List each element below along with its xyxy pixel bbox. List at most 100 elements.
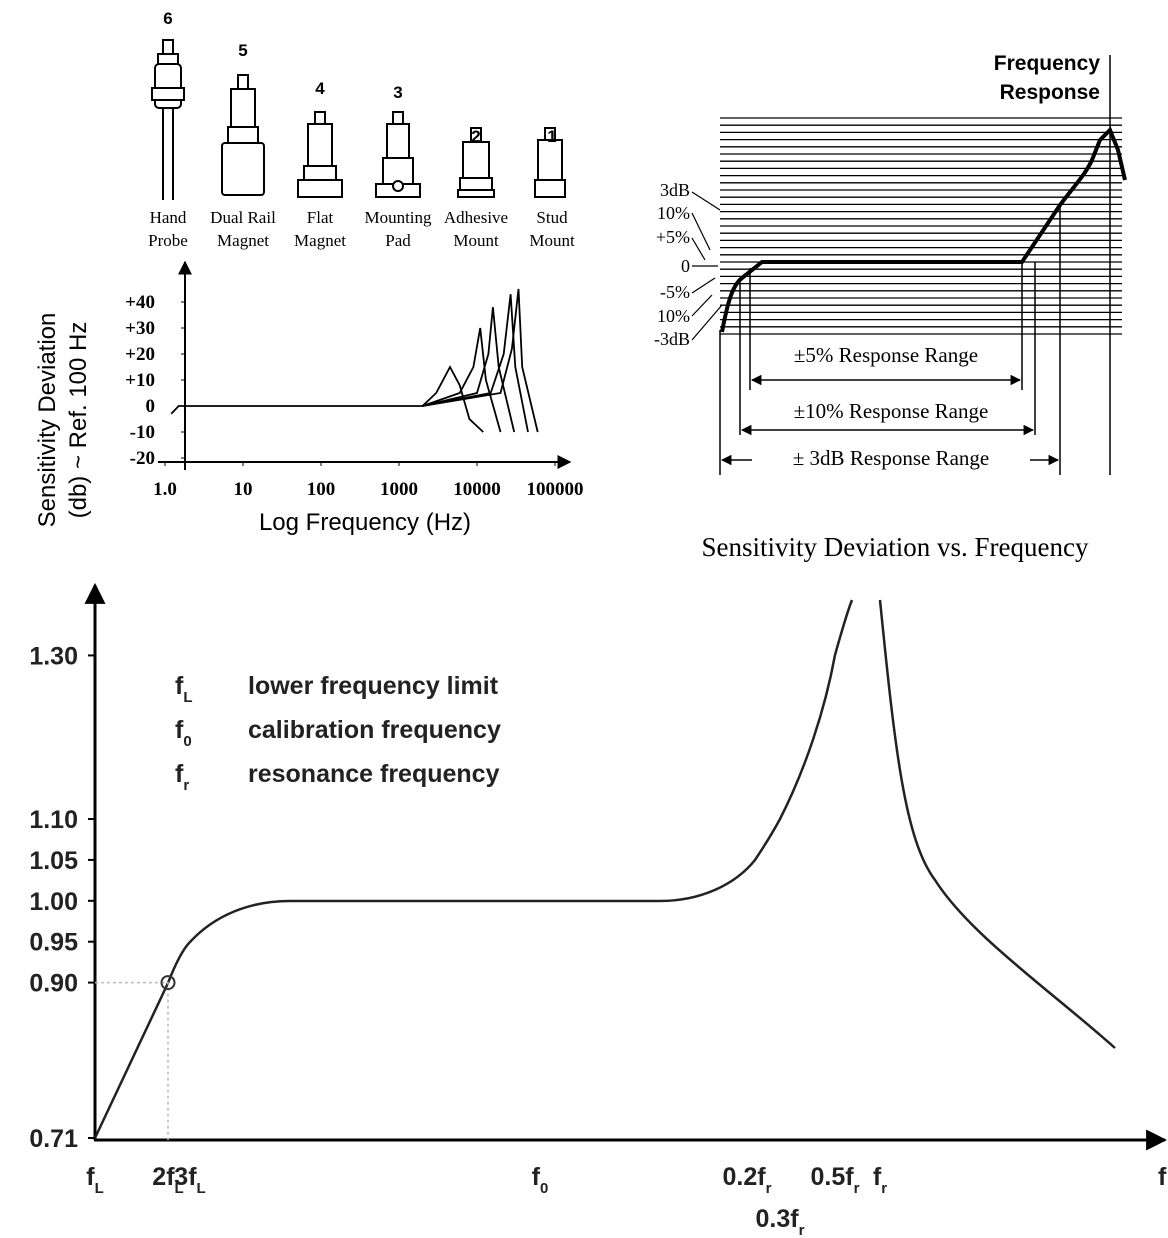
x-tick-text: 0.5f [811,1163,855,1191]
legend-symbol: f0 [175,716,192,750]
response-curve [93,599,1116,1139]
mount-label: Mounting [364,208,432,227]
x-tick-label: fr [873,1163,887,1197]
response-curve [720,126,1127,333]
response-line [422,294,529,433]
legend-symbol-text: f [175,672,184,700]
x-tick-label: 0.3fr [756,1205,805,1238]
mount-label: Pad [385,231,411,250]
x-tick-label: f0 [532,1163,549,1197]
y-axis-label: Sensitivity Deviation [34,313,61,528]
mount-label: Stud [536,208,568,227]
y-tick-label: +30 [125,318,155,339]
mount-label: Mount [453,231,499,250]
mount-number: 2 [471,127,480,146]
mount-number: 5 [238,41,247,60]
guide-line [95,981,169,1140]
level-label: -3dB [654,329,690,349]
y-tick-label: 1.05 [29,847,78,875]
mount-label: Magnet [294,231,346,250]
y-tick-label: 1.30 [29,642,78,670]
x-tick-label: 0.5fr [811,1163,860,1197]
y-tick-label: 0.90 [29,970,78,998]
level-label: 3dB [660,180,690,200]
x-tick-text: f [86,1163,95,1191]
mount-drawings [151,39,566,200]
mount-label: Mount [529,231,575,250]
x-tick-label: 10 [234,479,253,500]
x-tick-sub: r [854,1180,860,1197]
diagram-title: Frequency [994,52,1101,75]
y-tick-label: 1.00 [29,888,78,916]
y-tick-label: +20 [125,344,155,365]
level-leaders [691,191,723,341]
mount-label: Probe [148,231,188,250]
x-tick-text: f [873,1163,882,1191]
x-tick-label: 1000 [380,479,418,500]
x-tick-sub: L [197,1180,206,1197]
legend-symbol-sub: r [183,777,189,794]
legend-symbol: fr [175,760,189,794]
mount-label: Flat [307,208,334,227]
mount-number: 1 [547,127,556,146]
x-tick-text: f [532,1163,541,1191]
x-tick-label: 100000 [527,479,584,500]
response-line [422,288,539,433]
mount-label: Magnet [217,231,269,250]
x-tick-sub: 0 [540,1180,548,1197]
level-label: 10% [657,306,690,326]
x-tick-text: 3f [174,1163,197,1191]
y-tick-label: 0 [146,396,156,417]
x-tick-label: 1.0 [153,479,177,500]
x-tick-label: 10000 [453,479,501,500]
x-tick-sub: L [95,1180,104,1197]
response-line [170,365,484,433]
legend-symbol-text: f [175,716,184,744]
mount-number: 4 [315,79,325,98]
x-axis-label: f [1158,1163,1167,1191]
level-label: 0 [681,256,690,276]
x-axis-label: Log Frequency (Hz) [259,509,471,536]
response-labels: Frequency Response 3dB 10% +5% 0 -5% 10% -3dB ±5%… [654,52,1100,562]
response-diagram [691,55,1127,475]
y-tick-label: -20 [130,448,155,469]
mount-number: 3 [393,83,402,102]
mount-labels: 6 Hand Probe 5 Dual Rail Magnet 4 Flat Magnet 3 Mo… [148,9,575,250]
response-line [422,327,502,433]
y-tick-label: +10 [125,370,155,391]
x-tick-sub: L [175,1180,184,1197]
x-tick-label: 2fL [152,1163,183,1197]
x-tick-sub: r [766,1180,772,1197]
y-tick-label: 1.10 [29,806,78,834]
legend-text: calibration frequency [248,716,501,744]
y-tick-label: 0.71 [29,1125,78,1153]
mount-label: Dual Rail [210,208,276,227]
x-tick-text: 0.2f [723,1163,767,1191]
range-label: ±5% Response Range [794,343,978,367]
mount-label: Adhesive [444,208,508,227]
response-line [422,307,516,433]
y-axis-label: (db) ~ Ref. 100 Hz [65,322,92,519]
legend-symbol: fL [175,672,193,706]
level-label: 10% [657,203,690,223]
mount-number: 6 [163,9,172,28]
diagram-title: Response [1000,81,1100,104]
level-label: +5% [656,227,690,247]
legend-text: resonance frequency [248,760,500,788]
range-label: ± 3dB Response Range [793,446,989,470]
data-point [160,975,176,991]
range-label: ±10% Response Range [794,399,989,423]
legend-text: lower frequency limit [248,672,499,700]
y-tick-label: 0.95 [29,929,78,957]
x-tick-label: 100 [307,479,336,500]
legend-symbol-sub: 0 [183,733,191,750]
x-tick-sub: r [799,1222,805,1238]
x-tick-sub: r [881,1180,887,1197]
level-label: -5% [660,282,690,302]
y-tick-label: -10 [130,422,155,443]
x-tick-text: 0.3f [756,1205,800,1233]
legend-symbol-sub: L [183,689,192,706]
mount-label: Hand [150,208,187,227]
